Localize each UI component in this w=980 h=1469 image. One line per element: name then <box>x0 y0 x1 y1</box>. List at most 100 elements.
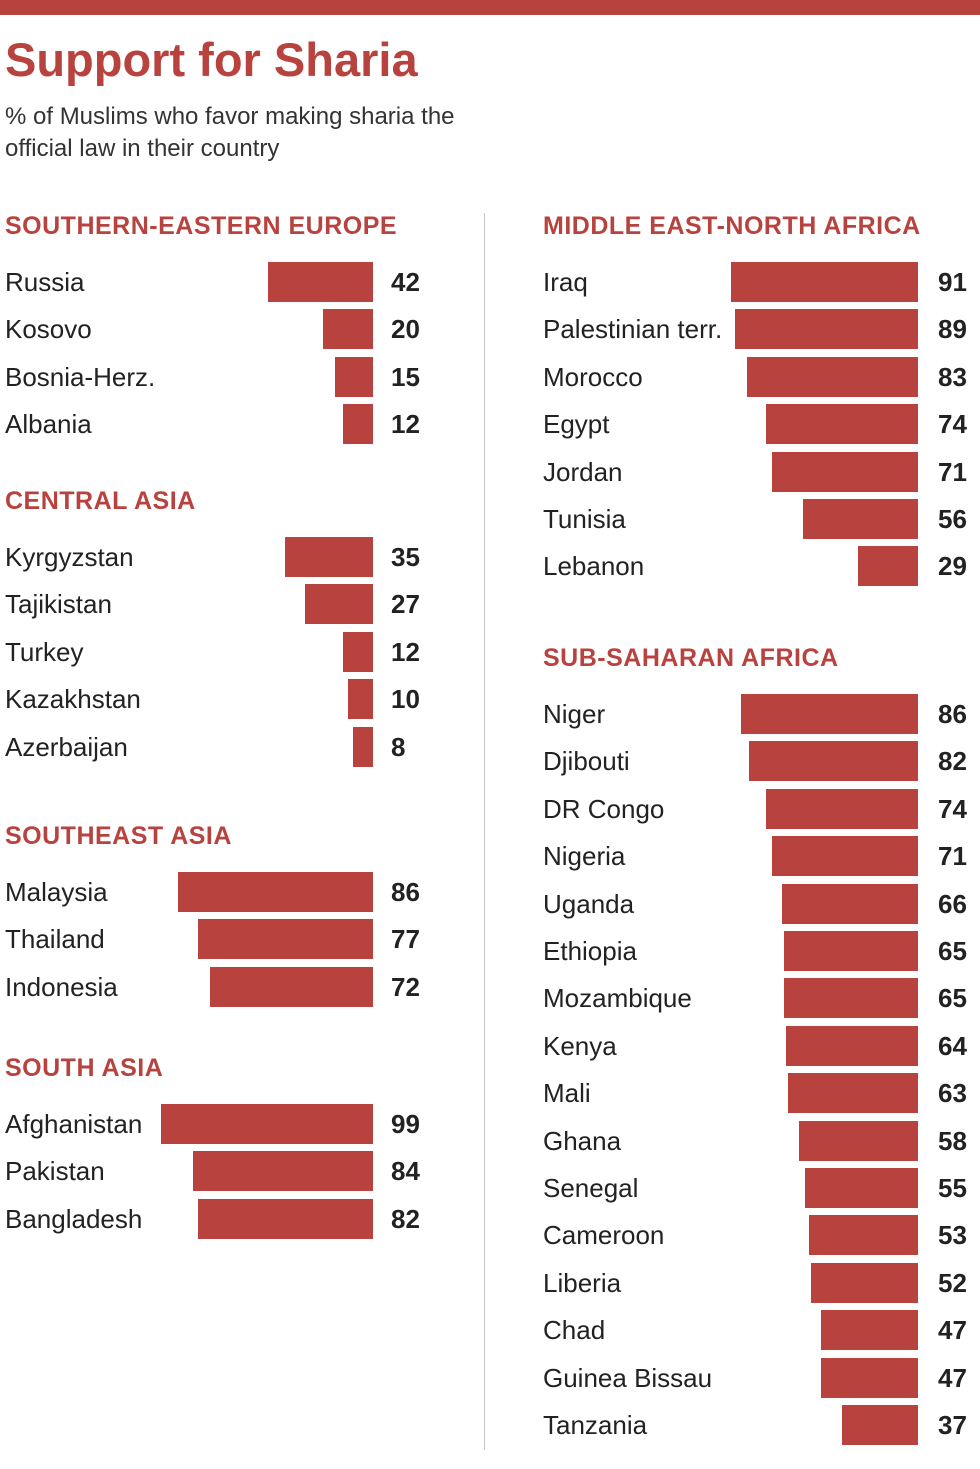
bar <box>161 1104 373 1144</box>
value-label: 55 <box>938 1173 967 1203</box>
value-label: 63 <box>938 1078 967 1108</box>
bar <box>343 632 373 672</box>
category-label: Mozambique <box>543 983 692 1013</box>
category-label: Kenya <box>543 1031 617 1061</box>
bar <box>784 931 918 971</box>
bar <box>198 919 373 959</box>
value-label: 71 <box>938 457 967 487</box>
category-label: Russia <box>5 267 85 297</box>
value-label: 56 <box>938 504 967 534</box>
category-label: Lebanon <box>543 551 645 581</box>
bar <box>821 1358 918 1398</box>
region-title: SUB-SAHARAN AFRICA <box>543 644 839 672</box>
category-label: Kosovo <box>5 314 92 344</box>
category-label: Azerbaijan <box>5 732 128 762</box>
value-label: 58 <box>938 1126 967 1156</box>
bar <box>842 1405 918 1445</box>
category-label: Guinea Bissau <box>543 1363 713 1393</box>
value-label: 89 <box>938 314 967 344</box>
category-label: Senegal <box>543 1173 639 1203</box>
bar <box>772 452 918 492</box>
region-title: MIDDLE EAST-NORTH AFRICA <box>543 212 921 240</box>
category-label: Kazakhstan <box>5 684 141 714</box>
bar <box>858 546 918 586</box>
category-label: Bosnia-Herz. <box>5 362 156 392</box>
bar <box>821 1310 918 1350</box>
value-label: 12 <box>391 409 420 439</box>
region-title: SOUTHERN-EASTERN EUROPE <box>5 212 398 240</box>
bar <box>268 262 373 302</box>
value-label: 27 <box>391 589 420 619</box>
bar <box>784 978 918 1018</box>
top-accent-bar <box>0 0 980 15</box>
value-label: 86 <box>938 699 967 729</box>
region-title: SOUTHEAST ASIA <box>5 822 232 850</box>
value-label: 99 <box>391 1109 420 1139</box>
bar <box>747 357 918 397</box>
category-label: Jordan <box>543 457 623 487</box>
value-label: 37 <box>938 1410 967 1440</box>
category-label: Tajikistan <box>5 589 112 619</box>
category-label: Chad <box>543 1315 606 1345</box>
category-label: Palestinian terr. <box>543 314 723 344</box>
chart-subtitle: % of Muslims who favor making sharia the… <box>5 103 455 162</box>
value-label: 86 <box>391 877 420 907</box>
value-label: 47 <box>938 1363 967 1393</box>
value-label: 91 <box>938 267 967 297</box>
category-label: Afghanistan <box>5 1109 143 1139</box>
bar <box>805 1168 918 1208</box>
value-label: 82 <box>938 746 967 776</box>
bar <box>323 309 373 349</box>
category-label: Tunisia <box>543 504 626 534</box>
bar <box>772 836 918 876</box>
category-label: Ghana <box>543 1126 622 1156</box>
value-label: 15 <box>391 362 420 392</box>
bar <box>735 309 918 349</box>
category-label: Malaysia <box>5 877 108 907</box>
category-label: Bangladesh <box>5 1204 143 1234</box>
value-label: 47 <box>938 1315 967 1345</box>
value-label: 64 <box>938 1031 967 1061</box>
bar <box>749 741 918 781</box>
category-label: Uganda <box>543 889 635 919</box>
category-label: Indonesia <box>5 972 118 1002</box>
category-label: DR Congo <box>543 794 665 824</box>
value-label: 53 <box>938 1220 967 1250</box>
value-label: 12 <box>391 637 420 667</box>
value-label: 20 <box>391 314 420 344</box>
bar <box>809 1215 918 1255</box>
bar <box>178 872 373 912</box>
category-label: Tanzania <box>543 1410 648 1440</box>
bar <box>348 679 373 719</box>
value-label: 74 <box>938 409 967 439</box>
category-label: Ethiopia <box>543 936 637 966</box>
value-label: 83 <box>938 362 967 392</box>
category-label: Albania <box>5 409 92 439</box>
value-label: 8 <box>391 732 406 762</box>
bar <box>803 499 918 539</box>
category-label: Kyrgyzstan <box>5 542 134 572</box>
chart-title: Support for Sharia <box>5 33 418 86</box>
region-title: CENTRAL ASIA <box>5 487 196 515</box>
category-label: Thailand <box>5 924 105 954</box>
bar <box>741 694 918 734</box>
value-label: 74 <box>938 794 967 824</box>
bar <box>198 1199 373 1239</box>
category-label: Djibouti <box>543 746 630 776</box>
category-label: Mali <box>543 1078 591 1108</box>
column-divider <box>484 213 485 1450</box>
value-label: 77 <box>391 924 420 954</box>
category-label: Egypt <box>543 409 610 439</box>
value-label: 71 <box>938 841 967 871</box>
bar <box>766 789 918 829</box>
value-label: 35 <box>391 542 420 572</box>
value-label: 84 <box>391 1156 420 1186</box>
bar <box>305 584 373 624</box>
bar <box>343 404 373 444</box>
region-title: SOUTH ASIA <box>5 1054 164 1082</box>
category-label: Liberia <box>543 1268 622 1298</box>
category-label: Iraq <box>543 267 588 297</box>
bar <box>786 1026 918 1066</box>
bar <box>335 357 373 397</box>
